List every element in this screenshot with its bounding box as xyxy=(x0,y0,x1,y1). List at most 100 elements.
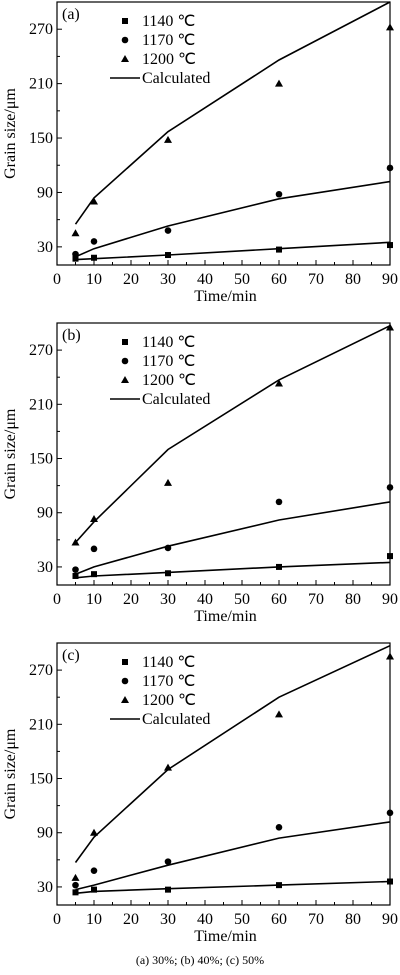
data-point-square xyxy=(91,571,97,578)
data-point-circle xyxy=(386,484,394,491)
x-tick-label: 0 xyxy=(53,271,61,288)
x-tick-label: 50 xyxy=(234,591,250,608)
legend-entry: Calculated xyxy=(142,70,210,87)
data-point-square xyxy=(72,889,79,896)
x-tick-label: 80 xyxy=(345,271,361,288)
data-point-triangle xyxy=(164,135,172,143)
y-tick-label: 270 xyxy=(29,342,53,359)
data-point-square xyxy=(91,886,97,893)
plot-frame xyxy=(56,1,391,266)
legend-entry: 1170 ℃ xyxy=(142,673,195,690)
legend-marker-triangle xyxy=(121,696,129,703)
x-tick-label: 80 xyxy=(345,591,361,608)
y-axis-title: Grain size/μm xyxy=(2,408,19,499)
data-point-square xyxy=(387,553,393,560)
x-tick-label: 10 xyxy=(86,591,102,608)
legend-entry: 1200 ℃ xyxy=(142,51,196,68)
y-axis-title: Grain size/μm xyxy=(2,88,19,179)
x-tick-label: 50 xyxy=(234,911,250,928)
legend-marker-square xyxy=(122,659,128,665)
legend-marker-triangle xyxy=(121,55,129,62)
x-tick-label: 60 xyxy=(271,271,287,288)
data-point-triangle xyxy=(71,873,80,881)
x-axis-title: Time/min xyxy=(194,928,257,945)
legend-marker-square xyxy=(122,18,128,24)
y-tick-label: 90 xyxy=(37,184,53,201)
x-tick-label: 70 xyxy=(308,271,324,288)
data-point-circle xyxy=(275,190,283,198)
data-point-square xyxy=(165,570,171,577)
data-point-square xyxy=(276,246,282,253)
y-tick-label: 150 xyxy=(29,771,53,788)
legend-entry: 1170 ℃ xyxy=(142,353,195,370)
x-tick-label: 70 xyxy=(308,591,324,608)
data-point-triangle xyxy=(275,79,283,87)
x-axis-title: Time/min xyxy=(194,608,257,625)
calculated-line xyxy=(74,644,391,863)
panel-label: (c) xyxy=(62,647,80,664)
chart-panel: 0 10 20 30 40 50 60 70 80 90 30 90 150 210 270 Time/min… xyxy=(2,642,398,945)
data-point-triangle xyxy=(386,323,394,331)
legend-entry: 1140 ℃ xyxy=(142,334,195,351)
y-tick-label: 30 xyxy=(37,239,53,256)
legend-entry: 1140 ℃ xyxy=(142,13,195,30)
data-point-circle xyxy=(164,227,172,234)
legend-marker-circle xyxy=(121,677,129,685)
data-point-circle xyxy=(90,238,98,245)
data-point-square xyxy=(91,254,97,261)
plot-frame xyxy=(56,642,391,906)
data-point-triangle xyxy=(275,379,283,387)
data-point-circle xyxy=(164,858,172,865)
data-point-triangle xyxy=(90,828,98,836)
data-point-square xyxy=(72,572,79,579)
data-point-circle xyxy=(72,566,79,573)
x-tick-label: 20 xyxy=(123,271,139,288)
data-point-square xyxy=(165,886,171,893)
x-tick-label: 0 xyxy=(53,591,61,608)
calculated-line xyxy=(75,561,391,579)
calculated-line xyxy=(75,501,391,575)
x-tick-label: 50 xyxy=(234,271,250,288)
x-tick-label: 30 xyxy=(160,271,176,288)
y-tick-label: 30 xyxy=(37,879,53,896)
y-tick-label: 210 xyxy=(29,396,53,413)
figure-caption: (a) 30%; (b) 40%; (c) 50% xyxy=(135,953,265,967)
legend-marker-circle xyxy=(121,36,129,44)
data-point-circle xyxy=(90,867,98,874)
y-tick-label: 270 xyxy=(29,21,53,38)
x-tick-label: 60 xyxy=(271,911,287,928)
panel-label: (b) xyxy=(62,327,81,344)
y-tick-label: 30 xyxy=(37,559,53,576)
x-tick-label: 0 xyxy=(53,911,61,928)
data-point-circle xyxy=(386,809,394,817)
data-point-triangle xyxy=(386,23,394,31)
calculated-line xyxy=(74,324,391,544)
legend-marker-square xyxy=(122,339,128,345)
legend-marker-circle xyxy=(121,357,129,365)
legend-entry: Calculated xyxy=(142,711,210,728)
data-point-triangle xyxy=(71,229,80,237)
x-tick-label: 20 xyxy=(123,911,139,928)
calculated-line xyxy=(75,241,391,261)
calculated-line xyxy=(75,180,391,258)
data-point-circle xyxy=(275,824,283,831)
calculated-line xyxy=(74,1,391,225)
x-tick-label: 30 xyxy=(160,911,176,928)
legend-entry: 1200 ℃ xyxy=(142,372,196,389)
legend-entry: 1200 ℃ xyxy=(142,692,196,709)
y-tick-label: 90 xyxy=(37,825,53,842)
x-tick-label: 90 xyxy=(382,591,398,608)
plot-frame xyxy=(56,322,391,586)
legend-entry: 1170 ℃ xyxy=(142,32,195,49)
y-tick-label: 270 xyxy=(29,662,53,679)
x-tick-label: 40 xyxy=(197,271,213,288)
data-point-circle xyxy=(275,498,283,506)
x-tick-label: 10 xyxy=(86,911,102,928)
data-point-triangle xyxy=(90,197,98,205)
y-tick-label: 150 xyxy=(29,130,53,147)
x-tick-label: 70 xyxy=(308,911,324,928)
x-tick-label: 60 xyxy=(271,591,287,608)
chart-panel: 0 10 20 30 40 50 60 70 80 90 30 90 150 210 270 Time/min… xyxy=(2,1,398,305)
legend-entry: 1140 ℃ xyxy=(142,654,195,671)
data-point-circle xyxy=(386,164,394,172)
